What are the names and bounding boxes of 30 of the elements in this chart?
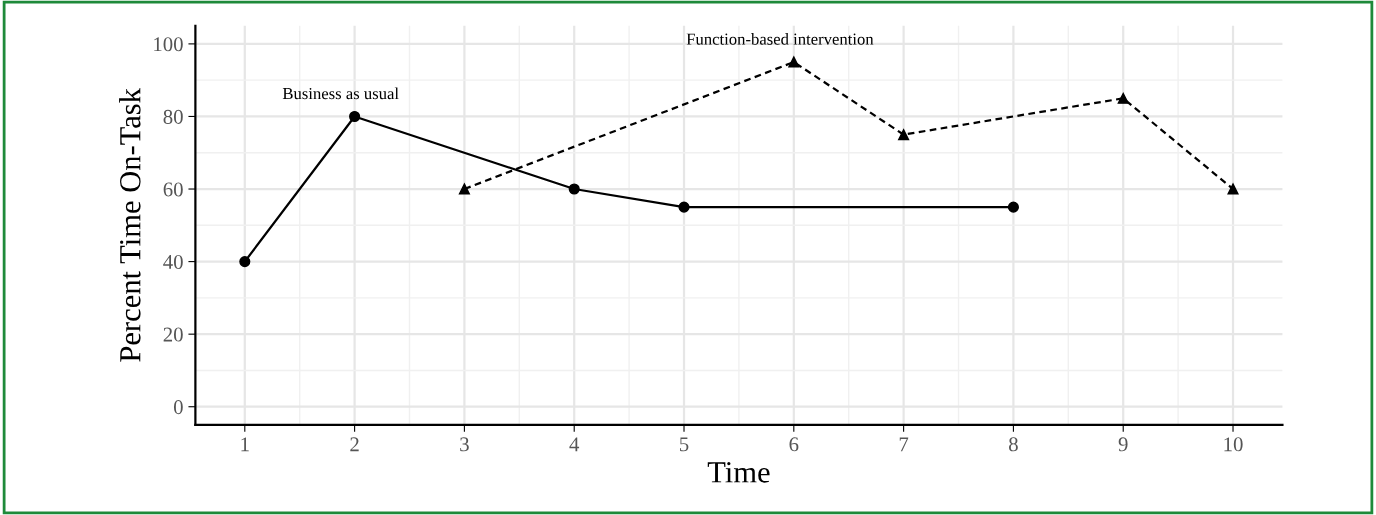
- x-tick-label: 1: [241, 437, 249, 452]
- x-tick-label: 6: [789, 437, 799, 452]
- series-label: Function-based intervention: [686, 33, 874, 45]
- point: [1227, 183, 1239, 195]
- point: [1117, 92, 1129, 104]
- point: [1007, 201, 1019, 213]
- point: [349, 110, 361, 123]
- x-tick-label: 8: [1009, 437, 1018, 452]
- y-tick-label: 0: [173, 400, 183, 415]
- point: [678, 201, 690, 213]
- point: [458, 183, 470, 195]
- x-axis-title: Time: [707, 462, 770, 483]
- x-tick-label: 2: [350, 437, 359, 452]
- y-tick-label: 80: [163, 109, 183, 124]
- point: [788, 56, 800, 68]
- y-tick-label: 100: [154, 37, 183, 52]
- point: [898, 129, 910, 141]
- y-axis-title: Percent Time On-Task: [119, 88, 141, 362]
- x-tick-label: 10: [1224, 437, 1243, 452]
- point: [239, 256, 251, 268]
- x-tick-label: 7: [899, 437, 909, 452]
- y-tick-label: 40: [163, 254, 183, 270]
- y-tick-label: 60: [163, 182, 183, 197]
- x-tick-label: 3: [460, 437, 469, 452]
- x-tick-label: 9: [1118, 437, 1128, 452]
- x-tick-label: 4: [569, 437, 580, 452]
- point: [568, 183, 580, 195]
- x-tick-label: 5: [680, 437, 689, 452]
- y-tick-label: 20: [163, 327, 183, 342]
- series-label: Business as usual: [282, 87, 399, 100]
